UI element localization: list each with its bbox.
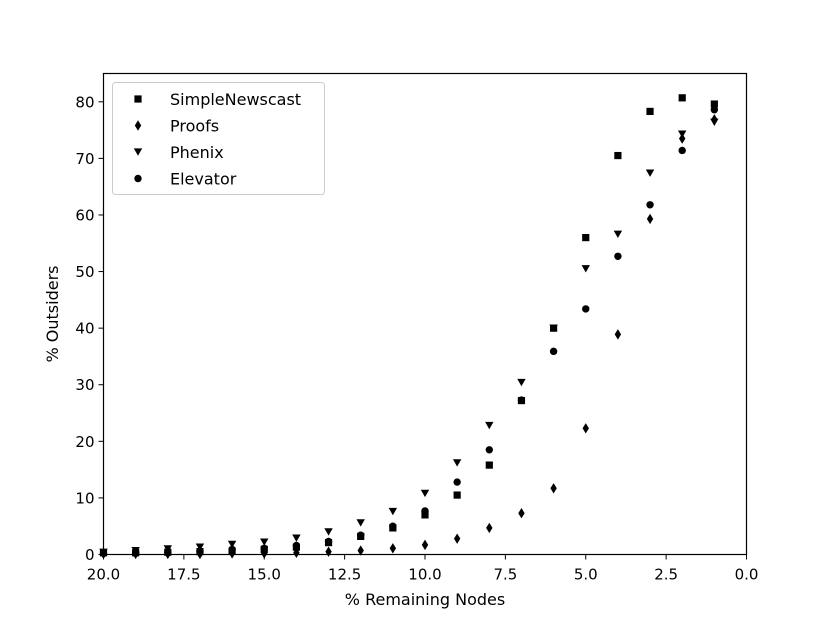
data-points — [99, 94, 719, 560]
legend-label-simplenewscast: SimpleNewscast — [170, 90, 301, 109]
data-point-elevator — [614, 252, 622, 260]
data-point-proofs — [325, 546, 332, 557]
data-point-elevator — [710, 106, 719, 114]
y-tick-label: 70 — [75, 150, 94, 168]
data-point-phenix — [517, 378, 526, 387]
data-point-phenix — [485, 421, 494, 430]
y-tick-label: 40 — [75, 320, 94, 338]
data-point-phenix — [420, 489, 430, 498]
data-point-simplenewscast — [421, 511, 429, 519]
data-point-phenix — [260, 538, 269, 546]
legend-marker-proofs — [134, 120, 142, 131]
y-tick-label: 30 — [75, 376, 94, 394]
data-point-elevator — [549, 347, 558, 356]
x-axis-ticks: 20.0 17.5 15.0 12.5 10.0 7.5 5.0 2.5 0.0 — [87, 554, 759, 584]
data-point-proofs — [614, 329, 622, 340]
y-tick-label: 80 — [75, 93, 94, 111]
y-tick-label: 50 — [75, 263, 94, 281]
data-point-elevator — [196, 547, 204, 555]
data-point-phenix — [324, 528, 333, 536]
legend-label-phenix: Phenix — [170, 143, 224, 162]
y-tick-label: 20 — [75, 433, 94, 451]
series-elevator — [99, 106, 719, 558]
data-point-proofs — [550, 483, 557, 494]
y-axis-ticks: 0 10 20 30 40 50 60 70 80 — [75, 93, 104, 564]
data-point-phenix — [452, 459, 462, 467]
data-point-phenix — [710, 118, 719, 126]
data-point-phenix — [678, 130, 687, 138]
data-point-elevator — [131, 549, 140, 557]
x-tick-label: 17.5 — [167, 566, 200, 584]
data-point-proofs — [293, 547, 300, 559]
data-point-proofs — [582, 423, 589, 434]
x-tick-label: 10.0 — [408, 566, 441, 584]
data-point-elevator — [228, 545, 236, 554]
data-point-proofs — [646, 213, 654, 225]
data-point-proofs — [486, 522, 493, 534]
data-point-phenix — [613, 230, 623, 239]
x-tick-label: 20.0 — [87, 566, 120, 584]
y-axis-label: % Outsiders — [43, 266, 62, 363]
data-point-phenix — [581, 265, 590, 273]
legend-label-elevator: Elevator — [170, 170, 237, 189]
data-point-elevator — [646, 201, 654, 209]
data-point-elevator — [357, 531, 365, 539]
data-point-simplenewscast — [710, 100, 718, 108]
data-point-elevator — [517, 396, 526, 404]
y-tick-label: 60 — [75, 206, 94, 224]
data-point-phenix — [645, 169, 655, 177]
data-point-phenix — [227, 540, 237, 549]
data-point-elevator — [485, 446, 493, 454]
legend: SimpleNewscast Proofs Phenix Elevator — [112, 82, 325, 195]
data-point-phenix — [356, 519, 365, 527]
x-tick-label: 0.0 — [735, 566, 759, 584]
x-tick-label: 12.5 — [328, 566, 361, 584]
legend-marker-simplenewscast — [134, 95, 142, 103]
data-point-proofs — [389, 543, 397, 554]
data-point-elevator — [421, 507, 429, 515]
data-point-simplenewscast — [614, 151, 622, 160]
data-point-simplenewscast — [485, 461, 493, 469]
x-tick-label: 7.5 — [493, 566, 517, 584]
data-point-elevator — [582, 305, 590, 313]
data-point-simplenewscast — [582, 234, 590, 242]
data-point-elevator — [292, 541, 301, 550]
x-tick-label: 15.0 — [248, 566, 281, 584]
y-tick-label: 10 — [75, 489, 94, 507]
data-point-phenix — [388, 507, 398, 516]
legend-label-proofs: Proofs — [170, 117, 219, 136]
data-point-elevator — [453, 478, 461, 486]
data-point-proofs — [228, 548, 236, 559]
data-point-phenix — [549, 324, 558, 332]
legend-box — [112, 82, 325, 195]
y-tick-label: 0 — [85, 546, 95, 564]
data-point-proofs — [518, 507, 525, 519]
data-point-phenix — [292, 534, 301, 542]
data-point-elevator — [324, 537, 333, 546]
data-point-elevator — [678, 146, 686, 155]
data-point-simplenewscast — [646, 107, 654, 116]
x-tick-label: 5.0 — [574, 566, 598, 584]
data-point-simplenewscast — [453, 491, 461, 499]
data-point-proofs — [453, 533, 461, 544]
legend-marker-phenix — [133, 148, 143, 156]
data-point-proofs — [357, 545, 364, 556]
data-point-elevator — [389, 522, 397, 530]
data-point-proofs — [261, 548, 268, 559]
legend-marker-elevator — [134, 174, 142, 183]
data-point-proofs — [679, 133, 686, 144]
data-point-proofs — [421, 539, 429, 551]
data-point-elevator — [260, 544, 268, 552]
data-point-phenix — [195, 543, 205, 551]
data-point-simplenewscast — [678, 94, 686, 102]
x-axis-label: % Remaining Nodes — [345, 590, 505, 609]
x-tick-label: 2.5 — [654, 566, 678, 584]
